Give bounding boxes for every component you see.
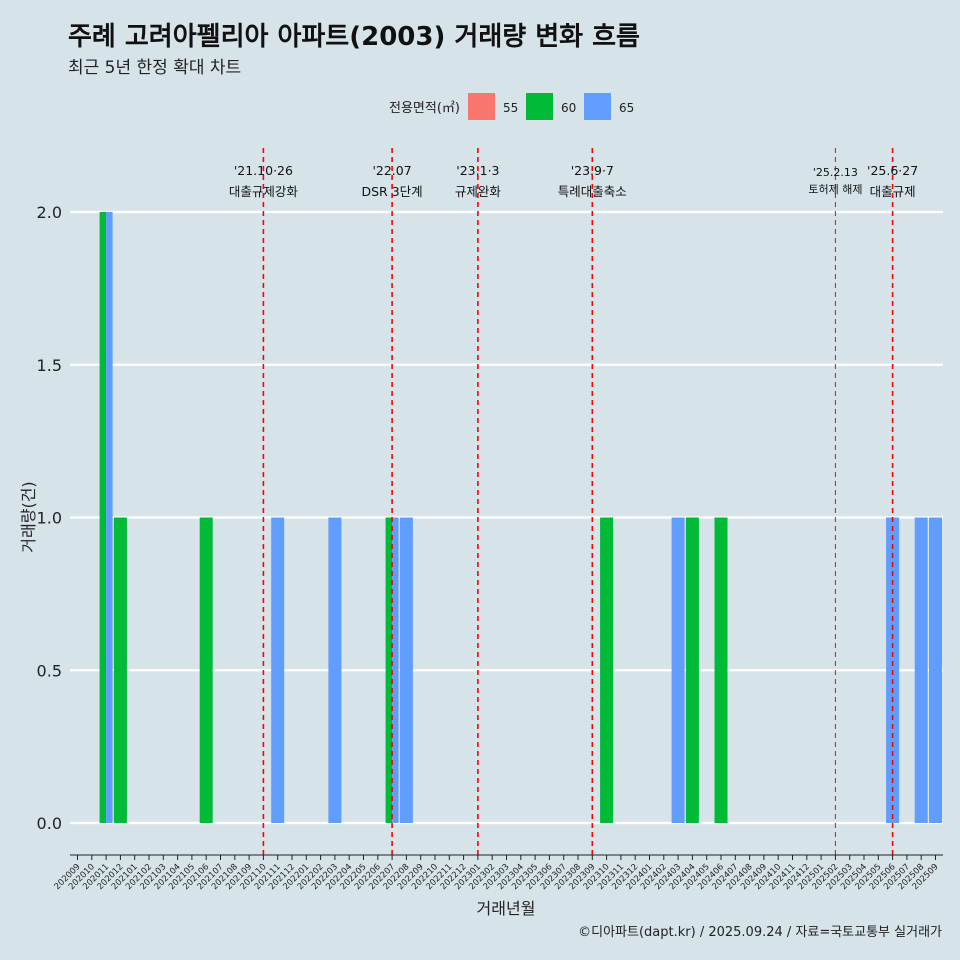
annotation-date-202506: '25.6·27 bbox=[867, 163, 918, 178]
annotation-label-202301: 규제완화 bbox=[455, 184, 502, 199]
x-axis-title: 거래년월 bbox=[477, 899, 536, 918]
bar-65-202403 bbox=[671, 517, 685, 823]
annotation-date-202301: '23.1·3 bbox=[456, 163, 499, 178]
y-axis-title: 거래량(건) bbox=[19, 481, 38, 552]
y-tick-label: 2.0 bbox=[37, 203, 62, 222]
bar-60-202012 bbox=[113, 517, 127, 823]
bar-60-202106 bbox=[199, 517, 213, 823]
chart-title: 주례 고려아펠리아 아파트(2003) 거래량 변화 흐름 bbox=[68, 22, 640, 52]
legend-label-55: 55 bbox=[503, 101, 518, 115]
annotation-date-202309: '23.9·7 bbox=[571, 163, 614, 178]
y-tick-label: 1.0 bbox=[37, 509, 62, 528]
legend-title: 전용면적(㎡) bbox=[389, 101, 460, 116]
bar-65-202208 bbox=[399, 517, 413, 823]
bar-65-202207 bbox=[392, 517, 399, 823]
bar-65-202011 bbox=[106, 212, 113, 823]
bar-65-202508 bbox=[914, 517, 928, 823]
annotation-label-202207: DSR 3단계 bbox=[362, 184, 423, 199]
legend-key-60 bbox=[526, 93, 553, 120]
annotation-label-202110: 대출규제강화 bbox=[229, 184, 299, 199]
annotation-label-202309: 특례대출축소 bbox=[558, 184, 627, 199]
legend-key-65 bbox=[584, 93, 611, 120]
annotation-date-202207: '22.07 bbox=[372, 163, 411, 178]
bar-60-202404 bbox=[685, 517, 699, 823]
legend-label-65: 65 bbox=[619, 101, 634, 115]
annotation-label-202502: 토허제 해제 bbox=[808, 182, 862, 196]
y-tick-label: 1.5 bbox=[37, 356, 62, 375]
y-tick-label: 0.0 bbox=[37, 814, 62, 833]
annotation-date-202110: '21.10·26 bbox=[234, 163, 293, 178]
bar-60-202207 bbox=[385, 517, 393, 823]
legend-label-60: 60 bbox=[561, 101, 576, 115]
bar-60-202406 bbox=[714, 517, 728, 823]
annotation-label-202506: 대출규제 bbox=[870, 184, 916, 199]
legend-key-55 bbox=[468, 93, 495, 120]
bar-65-202203 bbox=[328, 517, 342, 823]
bar-60-202011 bbox=[99, 212, 107, 823]
bar-60-202310 bbox=[600, 517, 614, 823]
source-caption: ©디아파트(dapt.kr) / 2025.09.24 / 자료=국토교통부 실… bbox=[578, 925, 942, 940]
chart-subtitle: 최근 5년 한정 확대 차트 bbox=[68, 58, 242, 78]
y-tick-label: 0.5 bbox=[37, 661, 62, 680]
bar-65-202509 bbox=[929, 517, 942, 823]
annotation-date-202502: '25.2.13 bbox=[813, 166, 858, 179]
bar-65-202111 bbox=[271, 517, 285, 823]
